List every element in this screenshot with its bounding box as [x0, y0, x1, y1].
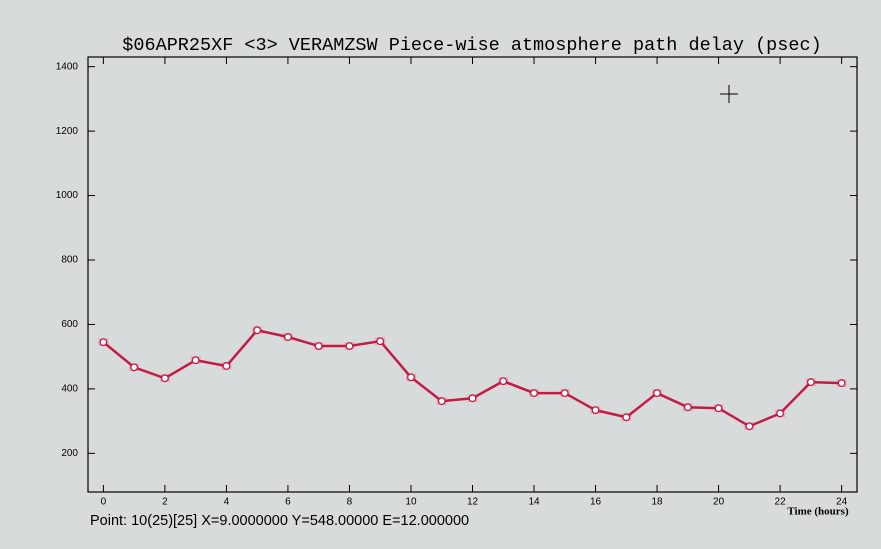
data-point	[622, 413, 631, 422]
x-tick-label: 16	[590, 497, 602, 508]
x-tick-label: 8	[347, 497, 353, 508]
x-tick-label: 22	[775, 497, 787, 508]
data-point	[745, 422, 754, 431]
x-tick-label: 12	[467, 497, 479, 508]
data-point	[314, 342, 323, 350]
data-point	[99, 338, 108, 347]
data-point	[376, 337, 385, 346]
data-point	[499, 377, 508, 386]
data-point	[714, 404, 723, 413]
y-tick-label: 200	[61, 448, 78, 459]
x-tick-label: 14	[528, 497, 540, 508]
data-point	[191, 356, 200, 365]
data-point	[468, 394, 477, 403]
x-tick-label: 6	[285, 497, 291, 508]
data-point	[253, 326, 262, 335]
data-point	[437, 397, 446, 406]
x-tick-label: 0	[101, 497, 107, 508]
data-point	[530, 389, 538, 398]
y-tick-label: 800	[61, 255, 78, 266]
y-tick-label: 1000	[56, 190, 79, 201]
data-point	[806, 378, 815, 387]
status-line: Point: 10(25)[25] X=9.0000000 Y=548.0000…	[90, 513, 469, 529]
x-tick-label: 2	[162, 497, 168, 508]
data-point	[345, 342, 354, 350]
y-tick-label: 1200	[56, 126, 79, 137]
y-tick-label: 600	[61, 319, 78, 330]
x-tick-label: 4	[224, 497, 230, 508]
data-point	[283, 333, 292, 341]
data-point	[130, 363, 139, 372]
data-point	[653, 389, 662, 398]
data-point	[776, 409, 785, 418]
x-tick-label: 18	[651, 497, 663, 508]
data-point	[222, 362, 231, 370]
x-axis-label: Time (hours)	[787, 506, 849, 518]
data-point	[683, 403, 692, 412]
y-tick-label: 400	[61, 384, 78, 395]
chart-title: $06APR25XF <3> VERAMZSW Piece-wise atmos…	[122, 35, 821, 56]
data-point	[560, 389, 569, 398]
cursor	[720, 85, 738, 103]
x-tick-label: 24	[836, 497, 848, 508]
data-point	[160, 374, 169, 383]
x-tick-label: 10	[405, 497, 417, 508]
data-point	[837, 379, 846, 388]
y-tick-label: 1400	[56, 61, 79, 72]
data-point	[407, 373, 415, 382]
x-tick-label: 20	[713, 497, 725, 508]
data-point	[591, 406, 600, 415]
